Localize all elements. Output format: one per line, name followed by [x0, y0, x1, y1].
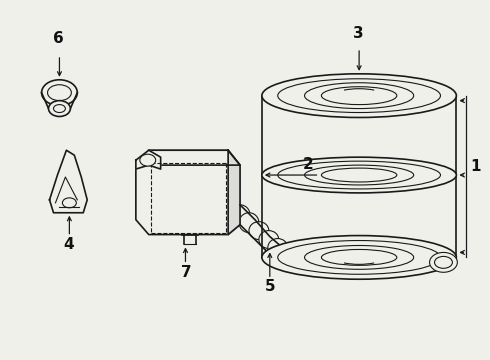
Ellipse shape — [262, 235, 456, 279]
Ellipse shape — [278, 161, 441, 189]
Text: 7: 7 — [180, 265, 191, 280]
Text: 1: 1 — [470, 159, 481, 174]
Ellipse shape — [239, 213, 259, 233]
Ellipse shape — [53, 105, 65, 113]
Ellipse shape — [49, 100, 71, 117]
Ellipse shape — [321, 168, 397, 182]
Polygon shape — [149, 150, 240, 165]
Ellipse shape — [321, 249, 397, 265]
Ellipse shape — [321, 87, 397, 105]
Ellipse shape — [305, 83, 414, 109]
Ellipse shape — [262, 74, 456, 117]
Ellipse shape — [278, 247, 297, 264]
Ellipse shape — [42, 80, 77, 105]
Ellipse shape — [288, 256, 308, 272]
Ellipse shape — [305, 246, 414, 269]
Polygon shape — [136, 150, 161, 169]
Ellipse shape — [48, 85, 72, 100]
Text: 6: 6 — [53, 31, 64, 46]
Text: 2: 2 — [302, 157, 313, 172]
Ellipse shape — [268, 239, 288, 256]
Text: 5: 5 — [265, 279, 275, 294]
Ellipse shape — [278, 240, 441, 274]
Ellipse shape — [249, 222, 269, 239]
Ellipse shape — [430, 252, 457, 272]
Text: 3: 3 — [353, 26, 364, 41]
Ellipse shape — [278, 79, 441, 113]
Polygon shape — [136, 150, 240, 235]
Ellipse shape — [259, 231, 279, 248]
Text: 4: 4 — [63, 238, 74, 252]
Polygon shape — [49, 150, 87, 213]
Ellipse shape — [140, 154, 156, 166]
Ellipse shape — [435, 256, 452, 268]
Ellipse shape — [230, 205, 250, 225]
Ellipse shape — [262, 157, 456, 193]
Polygon shape — [228, 150, 240, 235]
Ellipse shape — [305, 165, 414, 185]
